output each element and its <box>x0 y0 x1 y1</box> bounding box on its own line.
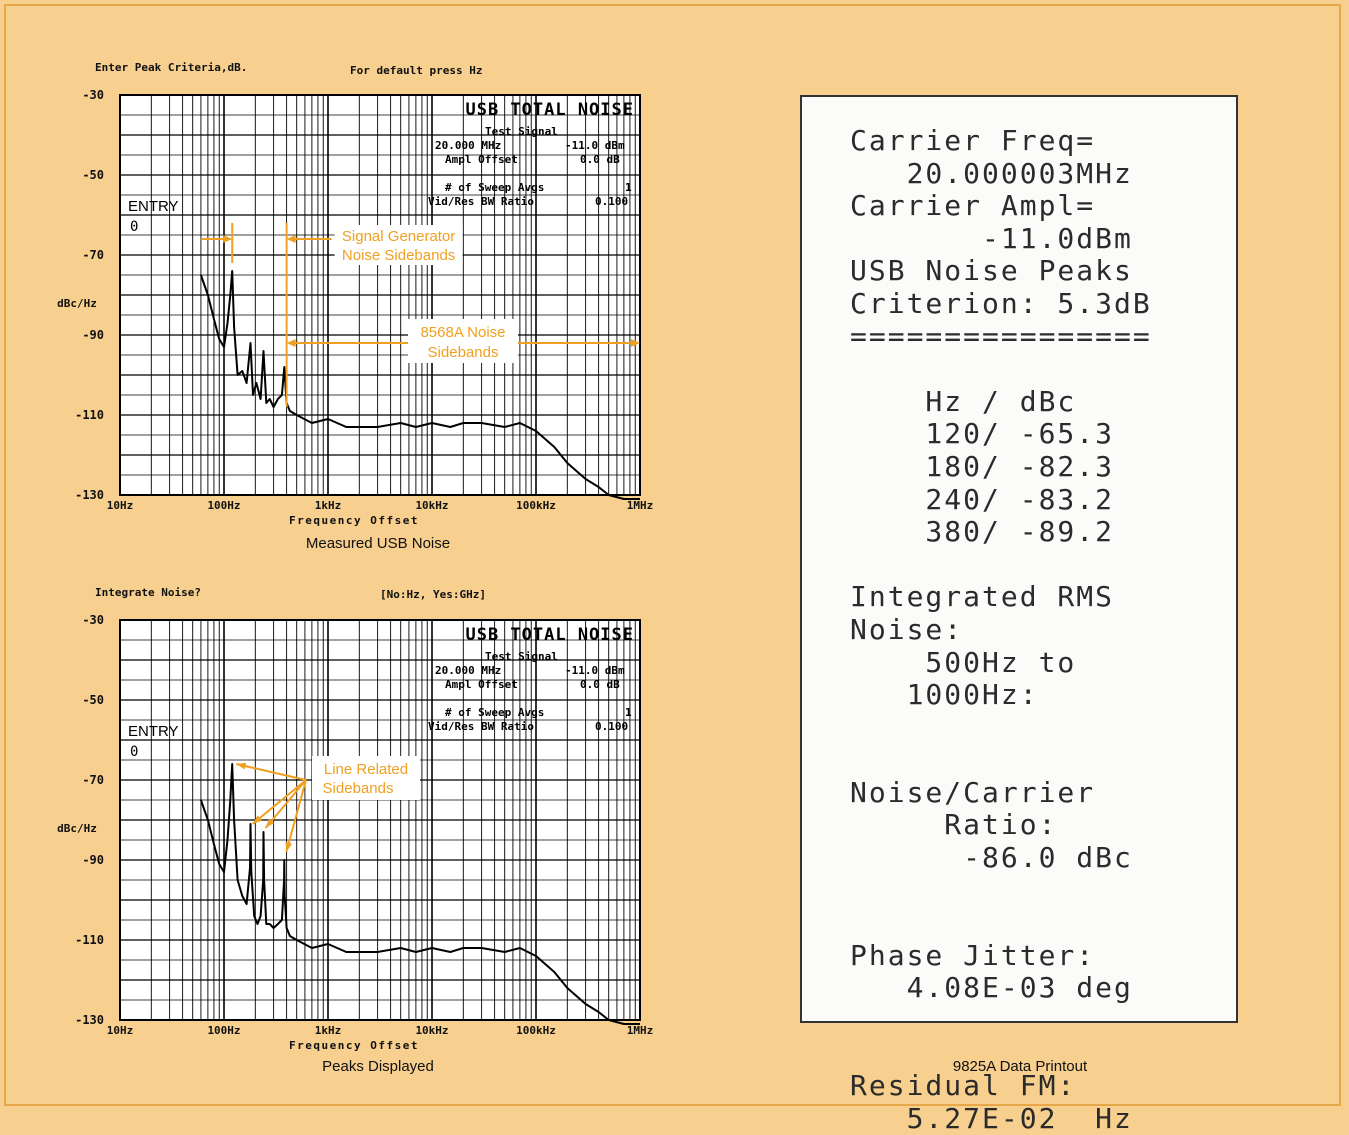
offset-label: Ampl Offset <box>445 153 518 166</box>
entry-value: 0 <box>130 219 138 235</box>
annotation-arrowhead <box>631 339 640 347</box>
offset-value: 0.0 dB <box>580 678 620 691</box>
amplitude-value: -11.0 dBm <box>565 139 625 152</box>
entry-label: ENTRY <box>128 723 179 740</box>
chart-title: USB TOTAL NOISE <box>465 100 634 120</box>
annotation-text: 8568A Noise <box>420 324 505 341</box>
annotation-arrowhead <box>265 818 275 828</box>
annotation-arrowhead <box>286 339 296 347</box>
sweep-avgs-label: # of Sweep Avgs <box>445 181 544 194</box>
prompt-left: Enter Peak Criteria,dB. <box>95 61 248 74</box>
annotation-arrowhead <box>252 815 262 824</box>
annotation-text: Sidebands <box>428 344 499 361</box>
y-tick-label: -110 <box>75 933 104 947</box>
sweep-avgs-value: 1 <box>625 706 632 719</box>
y-tick-label: -30 <box>82 88 104 102</box>
annotation-text: Line Related <box>324 761 408 778</box>
chart-caption: Peaks Displayed <box>322 1058 434 1075</box>
bw-ratio-value: 0.100 <box>595 195 628 208</box>
amplitude-value: -11.0 dBm <box>565 664 625 677</box>
bw-ratio-label: Vid/Res BW Ratio <box>428 195 534 208</box>
annotation-arrowhead <box>285 842 293 852</box>
annotation-bg <box>334 225 463 265</box>
chart-caption: Measured USB Noise <box>305 535 451 552</box>
prompt-left: Integrate Noise? <box>95 586 201 599</box>
x-tick-label: 1MHz <box>627 1024 654 1037</box>
frequency-value: 20.000 MHz <box>435 139 501 152</box>
x-axis-label: Frequency Offset <box>289 514 419 527</box>
x-tick-label: 100Hz <box>207 499 240 512</box>
printout-text: Carrier Freq= 20.000003MHz Carrier Ampl=… <box>850 124 1152 1135</box>
annotation-arrow <box>251 779 307 825</box>
annotation-text: Sidebands <box>323 780 394 797</box>
y-tick-label: -130 <box>75 488 104 502</box>
annotation-arrowhead <box>236 762 247 770</box>
bw-ratio-value: 0.100 <box>595 720 628 733</box>
peaks-displayed-chart: Integrate Noise? [No:Hz, Yes:GHz] -30 -50… <box>40 580 660 1120</box>
x-tick-label: 100Hz <box>207 1024 240 1037</box>
y-tick-label: -90 <box>82 328 104 342</box>
annotation-text: Signal Generator <box>342 228 455 245</box>
grid-lines <box>119 95 640 495</box>
y-tick-label: -30 <box>82 613 104 627</box>
sweep-avgs-value: 1 <box>625 181 632 194</box>
y-tick-label: -70 <box>82 773 104 787</box>
y-tick-label: -130 <box>75 1013 104 1027</box>
annotation-bg <box>312 756 420 800</box>
x-tick-label: 10Hz <box>107 1024 134 1037</box>
annotation-text: Noise Sidebands <box>342 247 455 264</box>
y-tick-label: -50 <box>82 693 104 707</box>
y-axis-label: dBc/Hz <box>57 297 97 310</box>
bw-ratio-label: Vid/Res BW Ratio <box>428 720 534 733</box>
entry-label: ENTRY <box>128 198 179 215</box>
annotations: Line Related Sidebands <box>236 756 420 853</box>
y-axis-label: dBc/Hz <box>57 822 97 835</box>
x-tick-label: 100kHz <box>516 499 556 512</box>
x-tick-label: 10kHz <box>415 499 448 512</box>
annotation-arrowhead <box>286 235 296 243</box>
chart-title: USB TOTAL NOISE <box>465 625 634 645</box>
offset-label: Ampl Offset <box>445 678 518 691</box>
x-tick-label: 10kHz <box>415 1024 448 1037</box>
annotation-arrowhead <box>223 235 233 243</box>
y-tick-label: -50 <box>82 168 104 182</box>
noise-trace-line <box>199 763 640 1025</box>
prompt-right: For default press Hz <box>350 64 483 77</box>
x-tick-label: 1kHz <box>315 1024 342 1037</box>
printout-caption: 9825A Data Printout <box>952 1058 1088 1075</box>
x-axis-label: Frequency Offset <box>289 1039 419 1052</box>
grid-lines <box>119 620 640 1020</box>
annotation-arrow <box>264 779 307 829</box>
x-tick-label: 100kHz <box>516 1024 556 1037</box>
x-tick-label: 1MHz <box>627 499 654 512</box>
sweep-avgs-label: # of Sweep Avgs <box>445 706 544 719</box>
measured-usb-noise-chart: Enter Peak Criteria,dB. For default pres… <box>40 55 660 595</box>
x-tick-label: 1kHz <box>315 499 342 512</box>
annotations: Signal Generator Noise Sidebands 8568A Noi… <box>200 223 640 407</box>
offset-value: 0.0 dB <box>580 153 620 166</box>
test-signal-label: Test Signal <box>485 650 558 663</box>
annotation-arrow <box>285 779 307 853</box>
page-frame <box>4 4 1341 1106</box>
prompt-right: [No:Hz, Yes:GHz] <box>380 588 486 601</box>
test-signal-label: Test Signal <box>485 125 558 138</box>
entry-value: 0 <box>130 744 138 760</box>
annotation-bg <box>408 319 518 363</box>
x-tick-label: 10Hz <box>107 499 134 512</box>
y-tick-label: -90 <box>82 853 104 867</box>
frequency-value: 20.000 MHz <box>435 664 501 677</box>
data-printout-panel: Carrier Freq= 20.000003MHz Carrier Ampl=… <box>800 95 1238 1135</box>
y-tick-label: -70 <box>82 248 104 262</box>
y-tick-label: -110 <box>75 408 104 422</box>
annotation-arrow <box>236 763 307 781</box>
